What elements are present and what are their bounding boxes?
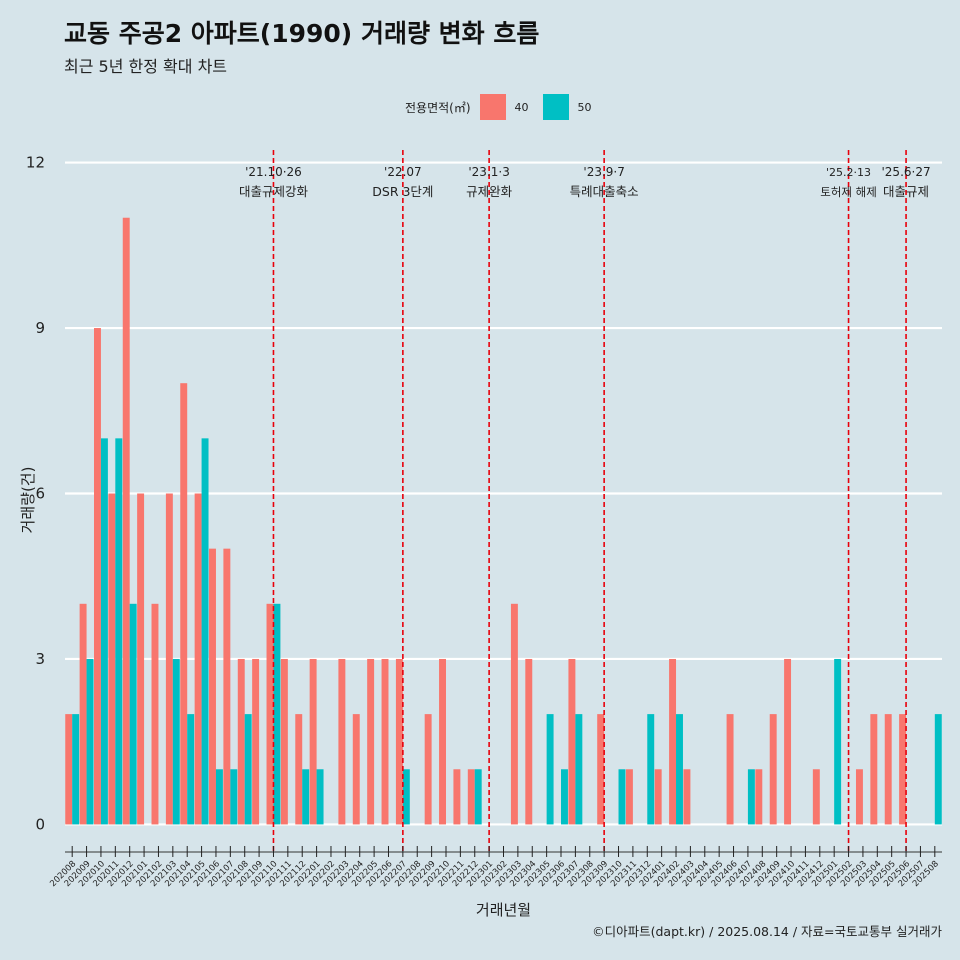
bar-40-202207 <box>395 658 403 825</box>
bar-40-202009 <box>79 603 87 825</box>
bar-50-202009 <box>86 658 94 825</box>
caption: ©디아파트(dapt.kr) / 2025.08.14 / 자료=국토교통부 실… <box>592 924 942 939</box>
event-date: '25.2·13 <box>826 166 871 179</box>
bar-50-202306 <box>561 769 568 825</box>
bar-40-202410 <box>784 658 792 825</box>
legend-label-40: 40 <box>514 100 529 114</box>
bar-40-202211 <box>453 769 461 825</box>
bar-50-202212 <box>474 769 482 825</box>
y-tick-label: 6 <box>35 485 45 503</box>
event-label: 특례대출축소 <box>570 184 639 199</box>
event-label: DSR 3단계 <box>372 184 433 199</box>
x-axis-title: 거래년월 <box>476 901 531 919</box>
bar-40-202101 <box>137 493 145 825</box>
bar-50-202508 <box>934 714 942 825</box>
event-date: '23.1·3 <box>468 165 509 179</box>
bar-50-202310 <box>618 769 626 825</box>
y-tick-label: 3 <box>35 650 45 668</box>
bar-40-202206 <box>381 658 389 825</box>
bar-50-202012 <box>129 603 137 825</box>
bar-40-202505 <box>884 714 892 825</box>
bar-40-202304 <box>525 658 533 825</box>
bar-40-202109 <box>252 658 260 825</box>
bar-50-202312 <box>647 714 655 825</box>
bar-50-202112 <box>302 769 310 825</box>
bar-40-202506 <box>899 714 907 825</box>
bar-40-202205 <box>367 658 375 825</box>
bar-40-202011 <box>108 493 116 825</box>
bar-50-202110 <box>273 603 281 825</box>
event-date: '25.6·27 <box>882 165 931 179</box>
bar-40-202110 <box>266 603 274 825</box>
y-tick-label: 12 <box>26 154 45 172</box>
y-axis-title: 거래량(건) <box>19 467 37 534</box>
bar-40-202403 <box>683 769 691 825</box>
bar-40-202106 <box>209 548 216 825</box>
event-date: '22.07 <box>384 165 422 179</box>
bar-40-202311 <box>625 769 633 825</box>
bar-40-202103 <box>165 493 173 825</box>
event-label: 규제완화 <box>466 184 513 199</box>
legend-title: 전용면적(㎡) <box>405 100 471 115</box>
bar-40-202504 <box>870 714 878 825</box>
bar-50-202108 <box>244 714 252 825</box>
bar-40-202406 <box>726 714 734 825</box>
bar-40-202408 <box>755 769 763 825</box>
legend-label-50: 50 <box>577 100 592 114</box>
chart-subtitle: 최근 5년 한정 확대 차트 <box>64 57 228 76</box>
legend: 전용면적(㎡) 40 50 <box>405 93 606 121</box>
bar-50-202407 <box>747 769 755 825</box>
bar-40-202204 <box>352 714 360 825</box>
bar-40-202203 <box>338 658 346 825</box>
bar-50-202207 <box>402 769 410 825</box>
bar-50-202305 <box>546 714 554 825</box>
bar-40-202008 <box>65 714 73 825</box>
bar-40-202309 <box>597 714 605 825</box>
bar-40-202210 <box>439 658 446 825</box>
bar-40-202412 <box>812 769 820 825</box>
bar-50-202011 <box>115 438 123 825</box>
bar-40-202012 <box>122 217 130 825</box>
bar-50-202106 <box>215 769 223 825</box>
bar-50-202201 <box>316 769 324 825</box>
bar-40-202212 <box>467 769 475 825</box>
bar-40-202010 <box>94 328 101 825</box>
bar-50-202402 <box>676 714 683 825</box>
bar-50-202104 <box>187 714 195 825</box>
bar-40-202104 <box>180 383 188 825</box>
bar-50-202501 <box>834 658 842 825</box>
bar-50-202307 <box>575 714 583 825</box>
bar-40-202401 <box>654 769 662 825</box>
bar-40-202112 <box>295 714 303 825</box>
bar-50-202103 <box>172 658 180 825</box>
bar-40-202303 <box>510 603 518 825</box>
bar-50-202008 <box>72 714 80 825</box>
bar-40-202402 <box>669 658 677 825</box>
bar-40-202105 <box>194 493 202 825</box>
bar-40-202209 <box>424 714 432 825</box>
y-tick-label: 9 <box>35 319 45 337</box>
bar-40-202307 <box>568 658 576 825</box>
y-tick-label: 0 <box>35 815 45 833</box>
bar-40-202503 <box>855 769 863 825</box>
bar-40-202409 <box>769 714 777 825</box>
legend-key-40 <box>479 94 506 120</box>
bar-40-202107 <box>223 548 231 825</box>
bar-40-202108 <box>237 658 245 825</box>
bar-50-202010 <box>100 438 108 825</box>
bar-40-202102 <box>151 603 159 825</box>
bar-50-202107 <box>230 769 238 825</box>
chart-title: 교동 주공2 아파트(1990) 거래량 변화 흐름 <box>64 19 540 48</box>
event-date: '23.9·7 <box>583 165 624 179</box>
bar-50-202105 <box>201 438 209 825</box>
bar-40-202111 <box>280 658 288 825</box>
event-label: 대출규제 <box>883 184 929 199</box>
event-date: '21.10·26 <box>245 165 302 179</box>
bar-40-202201 <box>309 658 317 825</box>
event-label: 대출규제강화 <box>239 184 309 199</box>
legend-key-50 <box>542 94 569 120</box>
event-label: 토허제 해제 <box>820 185 877 199</box>
